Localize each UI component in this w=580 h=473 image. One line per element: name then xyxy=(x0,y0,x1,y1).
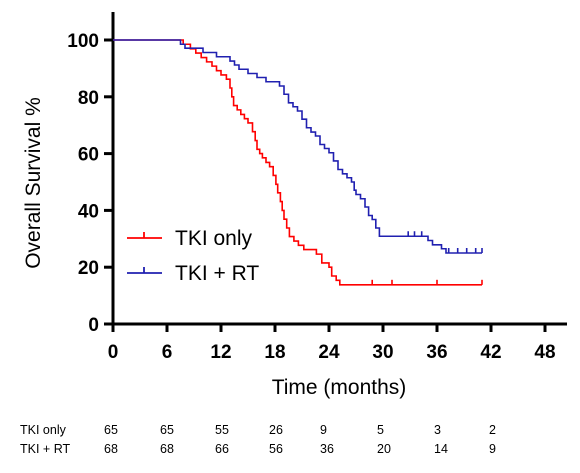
x-tick-label: 6 xyxy=(162,342,173,363)
y-tick-label: 40 xyxy=(78,201,99,222)
risk-value: 65 xyxy=(104,423,118,437)
x-axis-title: Time (months) xyxy=(272,376,407,399)
risk-row-label: TKI only xyxy=(20,423,67,437)
curve-tki-only xyxy=(113,39,482,286)
x-tick-label: 36 xyxy=(426,342,447,363)
risk-value: 68 xyxy=(104,442,118,456)
risk-value: 66 xyxy=(215,442,229,456)
x-tick-label: 0 xyxy=(108,342,119,363)
risk-value: 5 xyxy=(377,423,384,437)
y-tick-label: 0 xyxy=(88,315,99,336)
risk-value: 36 xyxy=(320,442,334,456)
y-tick-label: 20 xyxy=(78,258,99,279)
risk-value: 65 xyxy=(160,423,174,437)
legend-label-tki-rt: TKI + RT xyxy=(175,262,259,285)
y-tick-label: 100 xyxy=(67,31,99,52)
x-tick-label: 18 xyxy=(264,342,285,363)
risk-value: 9 xyxy=(489,442,496,456)
curve-tki-rt xyxy=(113,39,482,254)
risk-value: 2 xyxy=(489,423,496,437)
axis-ticks: 0 6 12 18 24 30 36 42 48 0 20 40 60 80 100 xyxy=(67,31,555,363)
risk-value: 20 xyxy=(377,442,391,456)
x-tick-label: 12 xyxy=(210,342,231,363)
x-tick-label: 24 xyxy=(318,342,340,363)
risk-value: 56 xyxy=(269,442,283,456)
survival-curves xyxy=(113,39,483,286)
legend-label-tki-only: TKI only xyxy=(175,227,253,250)
risk-table: TKI only 65 65 55 26 9 5 3 2 TKI + RT 68 68 66 56 36 20… xyxy=(20,423,496,456)
x-tick-label: 42 xyxy=(480,342,501,363)
risk-value: 55 xyxy=(215,423,229,437)
risk-row-label: TKI + RT xyxy=(20,442,70,456)
risk-value: 26 xyxy=(269,423,283,437)
risk-value: 9 xyxy=(320,423,327,437)
legend: TKI only TKI + RT xyxy=(127,227,259,285)
x-tick-label: 30 xyxy=(372,342,393,363)
y-axis-title: Overall Survival % xyxy=(22,97,45,269)
y-tick-label: 60 xyxy=(78,145,99,166)
risk-value: 14 xyxy=(434,442,448,456)
risk-value: 3 xyxy=(434,423,441,437)
risk-value: 68 xyxy=(160,442,174,456)
y-tick-label: 80 xyxy=(78,88,99,109)
x-tick-label: 48 xyxy=(534,342,555,363)
